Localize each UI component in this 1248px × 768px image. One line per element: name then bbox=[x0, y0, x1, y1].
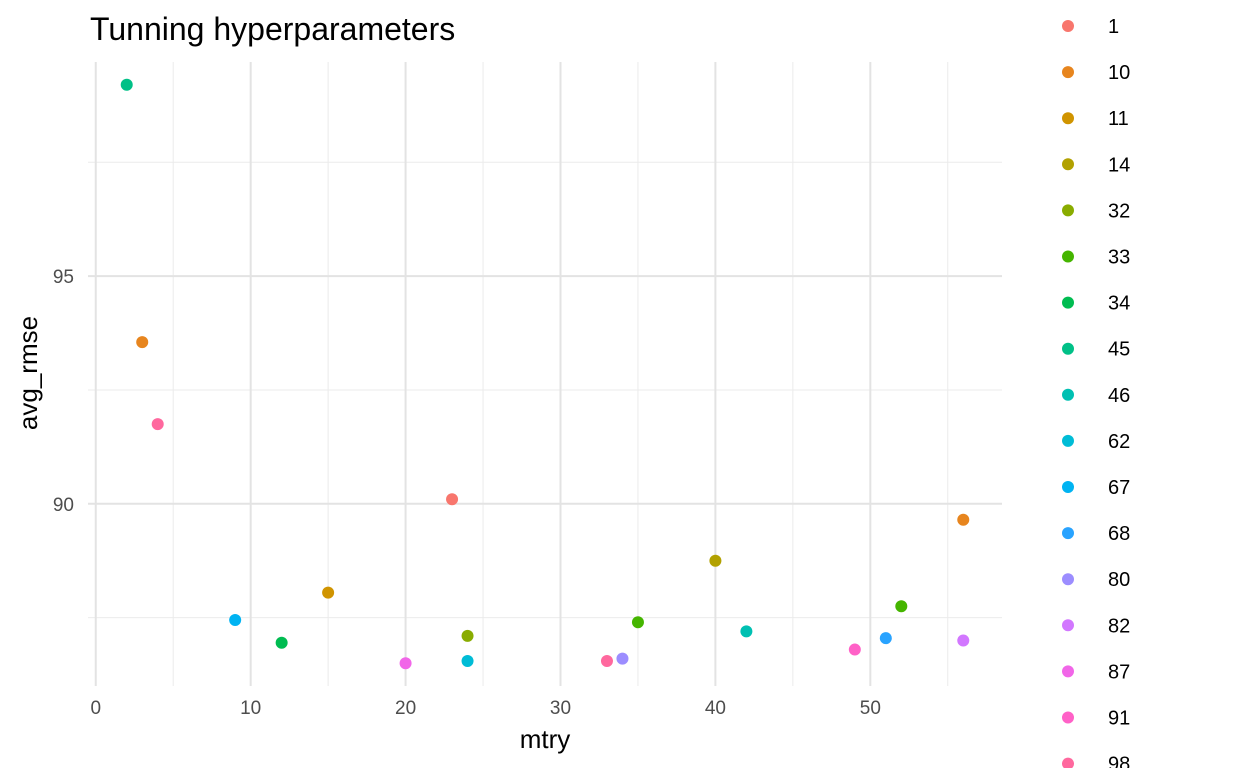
legend-label-45: 45 bbox=[1108, 339, 1130, 361]
x-tick-label: 30 bbox=[550, 698, 571, 719]
data-point-46 bbox=[740, 625, 753, 638]
data-point-32 bbox=[461, 629, 474, 642]
legend-key-87 bbox=[1062, 665, 1074, 678]
data-point-1 bbox=[446, 493, 459, 506]
legend-key-10 bbox=[1062, 66, 1074, 79]
x-tick-label: 0 bbox=[90, 698, 101, 719]
legend-key-32 bbox=[1062, 204, 1074, 217]
minor-gridlines bbox=[88, 62, 1002, 686]
legend-label-46: 46 bbox=[1108, 385, 1130, 407]
legend-key-82 bbox=[1062, 619, 1074, 632]
legend-key-80 bbox=[1062, 573, 1074, 586]
legend-label-32: 32 bbox=[1108, 200, 1130, 222]
data-point-62 bbox=[461, 654, 474, 667]
legend-label-1: 1 bbox=[1108, 16, 1119, 38]
data-point-80 bbox=[616, 652, 629, 665]
legend-key-98 bbox=[1062, 757, 1074, 768]
legend-label-68: 68 bbox=[1108, 523, 1130, 545]
legend-key-62 bbox=[1062, 434, 1074, 447]
data-point-98 bbox=[151, 418, 164, 431]
legend-label-91: 91 bbox=[1108, 708, 1130, 730]
data-point-14 bbox=[709, 554, 722, 567]
legend-label-11: 11 bbox=[1108, 108, 1129, 130]
y-axis-title: avg_rmse bbox=[13, 316, 43, 430]
legend-key-68 bbox=[1062, 527, 1074, 540]
data-point-34 bbox=[275, 636, 288, 649]
legend-key-67 bbox=[1062, 481, 1074, 493]
major-gridlines bbox=[88, 62, 1002, 686]
legend-label-98: 98 bbox=[1108, 754, 1130, 768]
y-tick-label: 95 bbox=[53, 267, 74, 288]
data-point-10 bbox=[957, 513, 970, 526]
legend-label-67: 67 bbox=[1108, 477, 1130, 499]
legend: 1 10 11 14 32 33 34 45 46 62 67 68 80 82 87 91 98 bbox=[1062, 16, 1130, 768]
x-tick-label: 10 bbox=[240, 698, 261, 719]
data-point-45 bbox=[120, 78, 133, 91]
legend-key-45 bbox=[1062, 342, 1074, 355]
data-point-11 bbox=[322, 586, 335, 599]
chart-title: Tunning hyperparameters bbox=[90, 11, 455, 47]
data-point-98 bbox=[600, 654, 613, 667]
legend-key-11 bbox=[1062, 112, 1074, 125]
data-point-91 bbox=[848, 643, 861, 656]
legend-label-34: 34 bbox=[1108, 293, 1130, 315]
data-points bbox=[120, 78, 970, 670]
x-tick-label: 40 bbox=[705, 698, 726, 719]
legend-key-34 bbox=[1062, 296, 1074, 309]
x-axis-ticks: 0 10 20 30 40 50 bbox=[90, 698, 880, 719]
x-tick-label: 50 bbox=[860, 698, 881, 719]
x-tick-label: 20 bbox=[395, 698, 416, 719]
legend-key-1 bbox=[1062, 20, 1074, 32]
data-point-33 bbox=[895, 600, 908, 613]
data-point-10 bbox=[136, 336, 149, 349]
legend-key-46 bbox=[1062, 388, 1074, 401]
data-point-67 bbox=[229, 613, 242, 626]
legend-label-80: 80 bbox=[1108, 569, 1130, 591]
legend-label-87: 87 bbox=[1108, 661, 1130, 683]
legend-key-14 bbox=[1062, 158, 1074, 171]
data-point-82 bbox=[957, 634, 970, 647]
legend-label-33: 33 bbox=[1108, 247, 1130, 269]
legend-label-10: 10 bbox=[1108, 62, 1130, 84]
x-axis-title: mtry bbox=[520, 724, 571, 754]
data-point-87 bbox=[399, 657, 412, 670]
legend-label-14: 14 bbox=[1108, 154, 1130, 176]
data-point-68 bbox=[879, 632, 892, 645]
legend-key-91 bbox=[1062, 711, 1074, 724]
legend-label-82: 82 bbox=[1108, 615, 1130, 637]
legend-key-33 bbox=[1062, 250, 1074, 263]
data-point-33 bbox=[631, 616, 644, 629]
y-axis-ticks: 90 95 bbox=[53, 267, 74, 516]
legend-label-62: 62 bbox=[1108, 431, 1130, 453]
y-tick-label: 90 bbox=[53, 495, 74, 516]
